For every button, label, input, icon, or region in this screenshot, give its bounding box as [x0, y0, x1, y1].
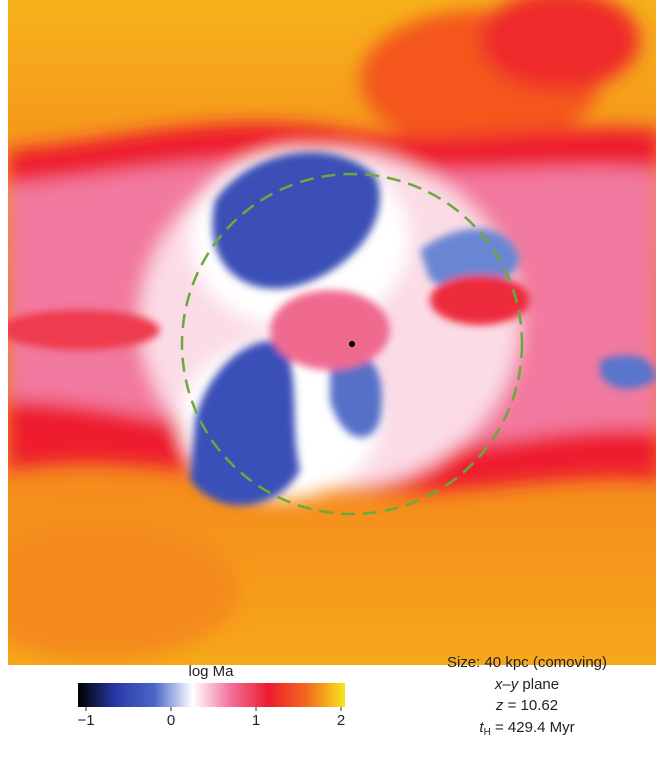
colorbar	[78, 683, 345, 707]
plane-note: x–y plane	[494, 676, 559, 693]
colorbar-label: log Ma	[188, 663, 234, 680]
tick-label: −1	[77, 712, 94, 729]
time-note: tH = 429.4 Myr	[479, 719, 574, 738]
tick-label: 2	[337, 712, 345, 729]
tick-label: 0	[167, 712, 175, 729]
tick-label: 1	[252, 712, 260, 729]
simulation-map	[8, 0, 656, 665]
size-note: Size: 40 kpc (comoving)	[447, 654, 607, 671]
redshift-note: z = 10.62	[495, 697, 558, 714]
colorbar-ticks: −1 0 1 2	[77, 707, 345, 729]
